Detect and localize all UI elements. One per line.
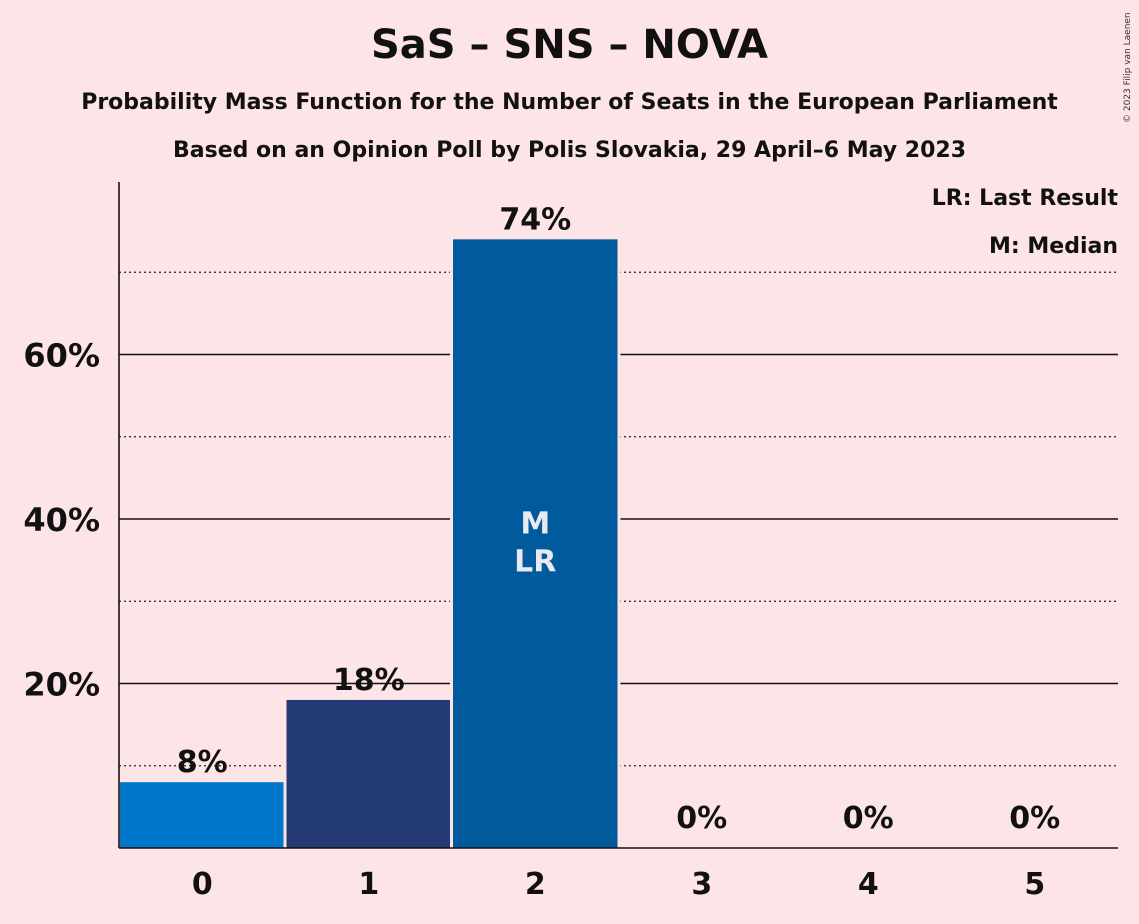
y-tick-label-1: 40%	[23, 501, 100, 539]
value-label-4: 0%	[843, 801, 894, 836]
bar-1	[286, 699, 451, 848]
chart-title: SaS – SNS – NOVA	[370, 22, 768, 68]
value-label-5: 0%	[1009, 801, 1060, 836]
value-label-2: 74%	[499, 202, 571, 237]
legend-median: M: Median	[989, 234, 1118, 259]
value-label-1: 18%	[333, 663, 405, 698]
y-tick-label-0: 20%	[23, 666, 100, 704]
x-tick-label-3: 3	[691, 867, 712, 902]
bar-marker-2-1: LR	[514, 545, 556, 580]
bar-2	[453, 239, 618, 849]
chart-subtitle-source: Based on an Opinion Poll by Polis Slovak…	[172, 138, 967, 163]
bar-marker-2-0: M	[520, 507, 550, 542]
legend-last-result: LR: Last Result	[931, 186, 1118, 211]
value-label-3: 0%	[676, 801, 727, 836]
chart-subtitle: Probability Mass Function for the Number…	[81, 90, 1058, 115]
x-tick-label-5: 5	[1024, 867, 1045, 902]
x-tick-label-1: 1	[358, 867, 379, 902]
bar-0	[120, 782, 285, 848]
y-tick-label-2: 60%	[23, 337, 100, 375]
x-tick-label-4: 4	[858, 867, 879, 902]
x-tick-label-0: 0	[192, 867, 213, 902]
x-tick-label-2: 2	[525, 867, 546, 902]
value-label-0: 8%	[177, 745, 228, 780]
